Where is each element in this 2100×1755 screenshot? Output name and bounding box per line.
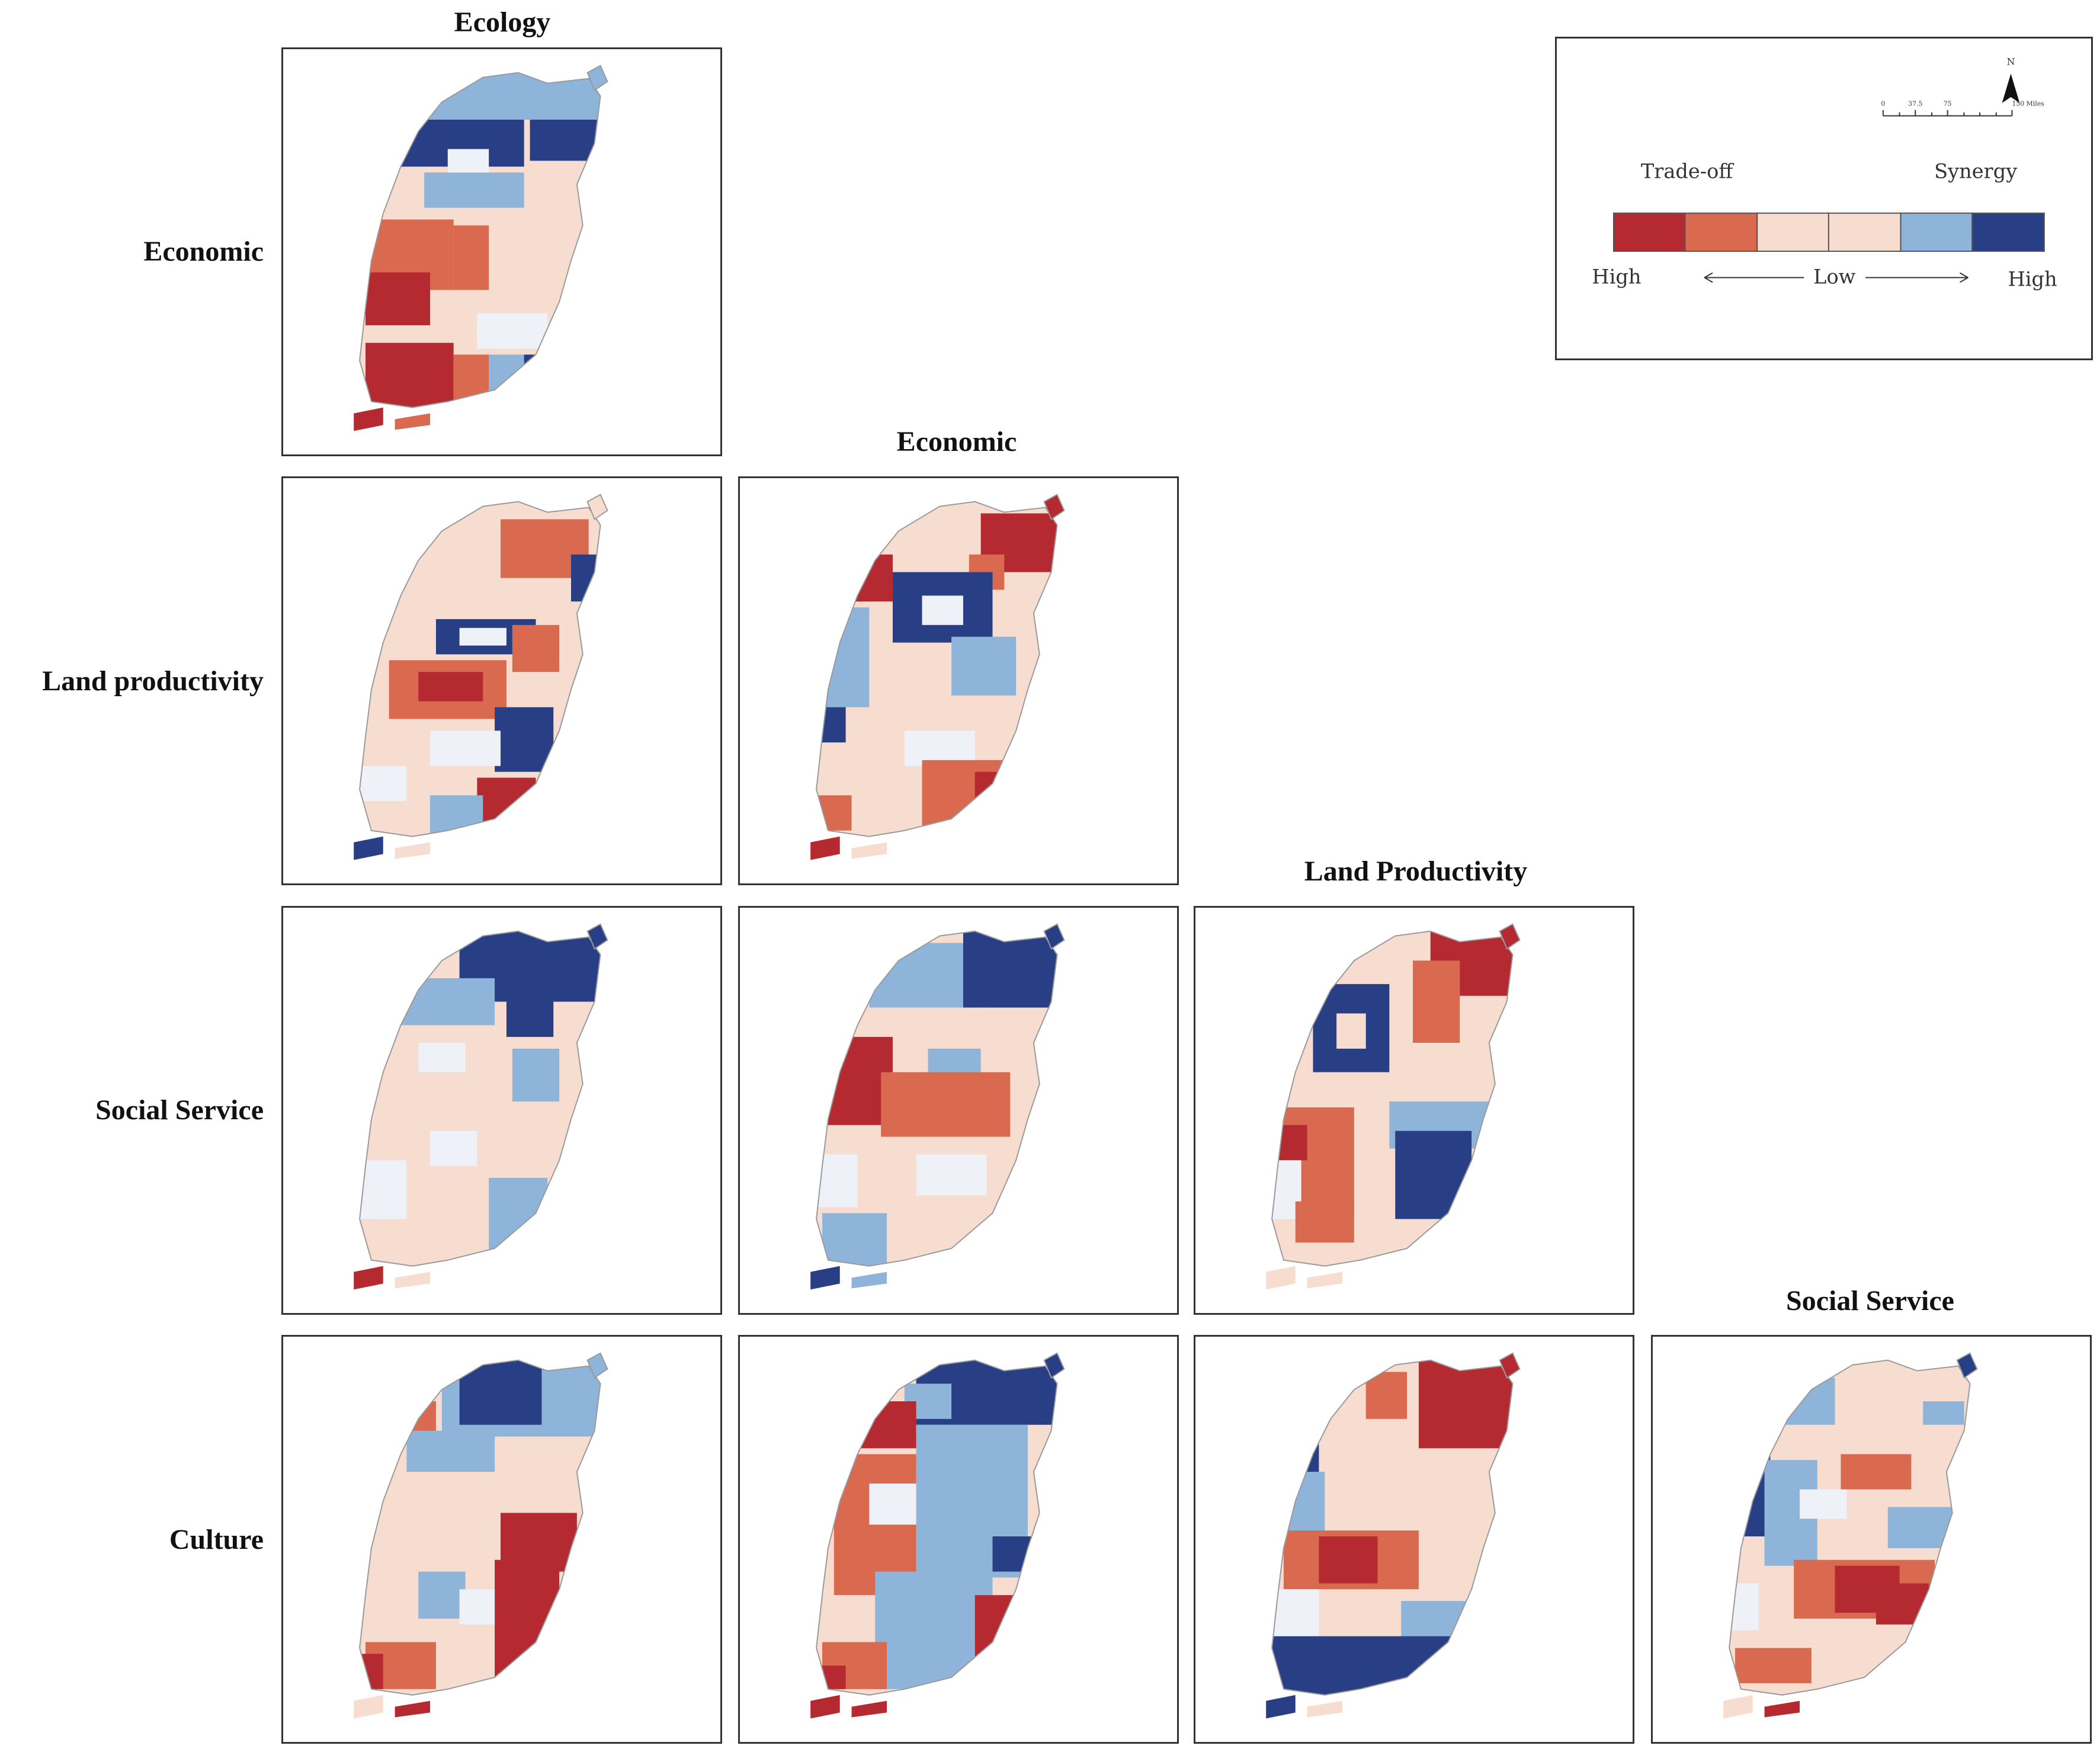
- map-culture-vs-social-service: [1651, 1335, 2092, 1744]
- map-social-service-vs-economic: [738, 906, 1179, 1315]
- right-arrow-icon: [1865, 272, 1968, 283]
- scale-tick-3: 150 Miles: [2012, 100, 2044, 108]
- scale-tick-2: 75: [1944, 100, 1952, 108]
- map-culture-vs-land-productivity: [1194, 1335, 1634, 1744]
- north-label: N: [2007, 56, 2015, 68]
- map-social-service-vs-land-productivity: [1194, 906, 1634, 1315]
- scale-tick-0: 0: [1881, 100, 1885, 108]
- col-header-ecology: Ecology: [454, 7, 551, 38]
- legend-class-low-synergy: [1828, 212, 1902, 252]
- col-header-economic: Economic: [896, 426, 1017, 457]
- row-header-land-productivity: Land productivity: [42, 665, 264, 697]
- high-left-label: High: [1592, 265, 1641, 288]
- legend-class-low-tradeoff: [1756, 212, 1829, 252]
- legend-box: N 0 37.5 75 150 Miles Trade-off Synergy: [1555, 37, 2093, 360]
- left-arrow-icon: [1704, 272, 1804, 283]
- north-arrow-icon: [2002, 73, 2020, 103]
- legend-class-mod-tradeoff: [1684, 212, 1758, 252]
- map-land-productivity-vs-economic: [738, 476, 1179, 885]
- col-header-social-service: Social Service: [1786, 1285, 1954, 1317]
- high-right-label: High: [2008, 267, 2057, 290]
- scale-tick-1: 37.5: [1908, 100, 1922, 108]
- synergy-label: Synergy: [1934, 159, 2017, 182]
- map-land-productivity-vs-ecology: [281, 476, 722, 885]
- row-header-economic: Economic: [143, 236, 264, 267]
- low-label: Low: [1813, 265, 1856, 288]
- col-header-land-productivity: Land Productivity: [1304, 856, 1528, 887]
- row-header-culture: Culture: [169, 1524, 264, 1555]
- legend-class-high-synergy: [1971, 212, 2045, 252]
- map-social-service-vs-ecology: [281, 906, 722, 1315]
- row-header-social-service: Social Service: [95, 1094, 264, 1126]
- trade-off-label: Trade-off: [1641, 159, 1734, 182]
- legend-class-high-tradeoff: [1612, 212, 1686, 252]
- color-ramp: [1612, 212, 2045, 252]
- map-culture-vs-economic: [738, 1335, 1179, 1744]
- legend-class-mod-synergy: [1900, 212, 1973, 252]
- map-culture-vs-ecology: [281, 1335, 722, 1744]
- map-economic-vs-ecology: [281, 47, 722, 456]
- scale-bar: 0 37.5 75 150 Miles: [1881, 100, 2044, 117]
